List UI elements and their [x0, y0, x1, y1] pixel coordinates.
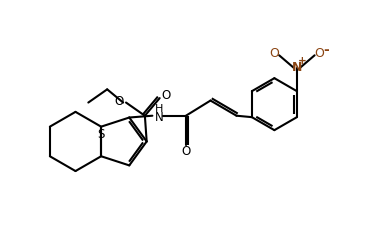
Text: H: H — [155, 104, 163, 114]
Text: O: O — [161, 89, 170, 102]
Text: O: O — [314, 47, 324, 60]
Text: N: N — [154, 111, 163, 124]
Text: S: S — [97, 128, 105, 141]
Text: O: O — [114, 95, 123, 108]
Text: +: + — [298, 56, 306, 66]
Text: O: O — [181, 145, 191, 158]
Text: O: O — [269, 47, 278, 60]
Text: N: N — [292, 61, 302, 74]
Text: -: - — [323, 43, 329, 57]
